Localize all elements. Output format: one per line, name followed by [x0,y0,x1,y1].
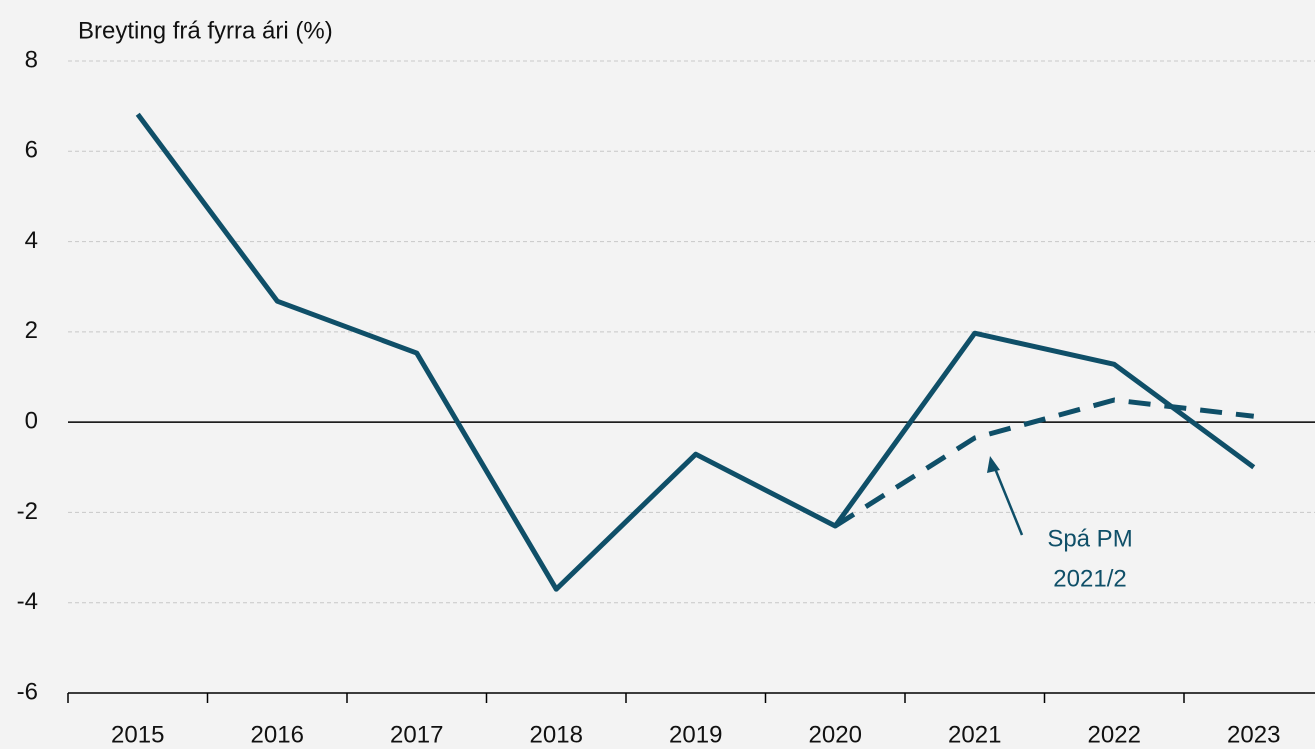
annotation-arrow [992,465,1024,536]
annotation: Spá PM [1047,525,1132,552]
x-tick-label: 2016 [251,721,304,748]
annotation: 2021/2 [1053,565,1126,592]
x-tick-label: 2019 [669,721,722,748]
x-tick-label: 2022 [1088,721,1141,748]
x-tick-label: 2015 [111,721,164,748]
y-tick-label: 0 [25,407,38,434]
y-tick-label: 2 [25,317,38,344]
y-tick-label: 4 [25,227,38,254]
arrow-head [987,456,1000,473]
line-series [833,397,1255,529]
line-series [135,112,1256,592]
x-tick-label: 2023 [1227,721,1280,748]
y-tick-label: -4 [17,588,38,615]
y-tick-label: 6 [25,137,38,164]
y-tick-label: 8 [25,46,38,73]
x-tick-label: 2021 [948,721,1001,748]
y-tick-label: -6 [17,678,38,705]
y-axis-label: Breyting frá fyrra ári (%) [78,17,333,44]
x-tick-label: 2018 [530,721,583,748]
x-tick-label: 2017 [390,721,443,748]
y-tick-label: -2 [17,498,38,525]
x-tick-label: 2020 [809,721,862,748]
